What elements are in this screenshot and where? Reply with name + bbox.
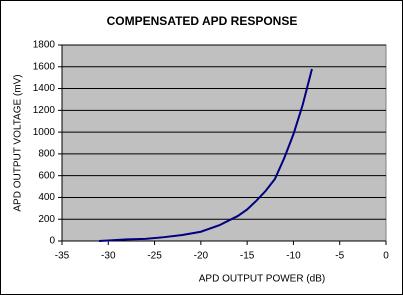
data-line	[98, 68, 313, 242]
x-tick-label: -10	[286, 251, 301, 262]
y-tick-label: 1400	[33, 83, 56, 94]
y-tick-label: 0	[49, 236, 55, 247]
y-tick-label: 1800	[33, 40, 56, 51]
y-tick-label: 400	[38, 192, 55, 203]
y-tick-label: 600	[38, 170, 55, 181]
x-tick-label: -5	[335, 251, 344, 262]
x-tick-label: -25	[147, 251, 162, 262]
x-tick-label: -15	[240, 251, 255, 262]
y-axis-label: APD OUTPUT VOLTAGE (mV)	[13, 74, 24, 211]
y-tick-label: 1000	[33, 127, 56, 138]
x-tick-label: -30	[101, 251, 116, 262]
chart-title: COMPENSATED APD RESPONSE	[107, 14, 298, 28]
y-tick-label: 200	[38, 214, 55, 225]
x-axis-label: APD OUTPUT POWER (dB)	[199, 274, 326, 285]
y-tick-label: 1200	[33, 105, 56, 116]
plot-area	[61, 44, 387, 242]
x-tick-label: -20	[194, 251, 209, 262]
y-tick-label: 800	[38, 149, 55, 160]
x-tick-label: -35	[55, 251, 70, 262]
y-tick-label: 1600	[33, 61, 56, 72]
x-tick-label: 0	[383, 251, 389, 262]
